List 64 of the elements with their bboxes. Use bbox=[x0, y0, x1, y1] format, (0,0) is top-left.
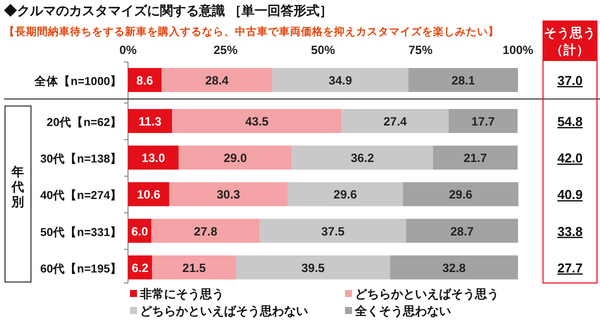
chart-title: ◆クルマのカスタマイズに関する意識 ［単一回答形式］ bbox=[4, 3, 333, 18]
bar bbox=[151, 218, 260, 243]
data-label: 27.8 bbox=[194, 224, 218, 238]
x-tick-label: 100% bbox=[502, 43, 534, 57]
text: そう思う bbox=[544, 26, 596, 40]
text: 27.7 bbox=[557, 260, 583, 276]
data-label: 6.0 bbox=[131, 224, 148, 238]
data-label: 30.3 bbox=[216, 188, 240, 202]
data-label: 21.5 bbox=[182, 260, 206, 275]
y-tick-label: 30代【n=138】 bbox=[40, 152, 122, 166]
x-tick-label: 50% bbox=[310, 43, 336, 57]
text: 年代別 bbox=[10, 165, 24, 209]
bar bbox=[448, 109, 518, 133]
x-tick-label: 25% bbox=[213, 43, 238, 57]
y-tick-label: 20代【n=62】 bbox=[46, 115, 122, 129]
data-label: 11.3 bbox=[138, 114, 162, 128]
data-label: 29.6 bbox=[334, 188, 358, 202]
data-label: 32.8 bbox=[442, 260, 466, 275]
bar bbox=[288, 182, 403, 206]
bar bbox=[390, 255, 518, 280]
data-label: 34.9 bbox=[328, 74, 352, 88]
bar bbox=[432, 146, 518, 170]
y-tick-label: 全体【n=1000】 bbox=[34, 74, 122, 88]
data-label: 36.2 bbox=[350, 151, 374, 166]
y-tick-label: 40代【n=274】 bbox=[40, 188, 122, 202]
bar bbox=[128, 146, 179, 170]
data-label: 21.7 bbox=[464, 151, 488, 166]
x-tick-label: 0% bbox=[119, 43, 137, 57]
bar bbox=[292, 146, 433, 170]
data-label: 29.0 bbox=[224, 151, 248, 166]
bar bbox=[169, 182, 288, 206]
text: 40.9 bbox=[557, 187, 583, 202]
data-label: 6.2 bbox=[132, 260, 149, 275]
data-label: 28.4 bbox=[205, 74, 229, 88]
bar bbox=[406, 218, 518, 243]
y-tick-label: 50代【n=331】 bbox=[40, 224, 122, 239]
bar bbox=[128, 182, 170, 206]
data-label: 13.0 bbox=[142, 151, 166, 166]
bar bbox=[260, 218, 406, 243]
chart-subtitle: 【長期間納車待ちをする新車を購入するなら、中古車で車両価格を抑えカスタマイズを楽しみたい】 bbox=[4, 25, 499, 38]
data-label: 37.5 bbox=[321, 224, 345, 238]
data-label: 28.1 bbox=[452, 74, 476, 88]
bar bbox=[342, 109, 449, 133]
text: （計） bbox=[550, 42, 590, 57]
y-tick-label: 60代【n=195】 bbox=[40, 261, 122, 276]
data-label: 27.4 bbox=[383, 114, 408, 128]
data-label: 39.5 bbox=[301, 260, 326, 275]
data-label: 43.5 bbox=[245, 114, 269, 128]
data-label: 28.7 bbox=[450, 224, 474, 238]
data-label: 10.6 bbox=[136, 188, 161, 202]
text: 54.8 bbox=[557, 114, 583, 129]
data-label: 29.6 bbox=[448, 188, 473, 202]
x-tick-label: 75% bbox=[408, 43, 433, 57]
text: 33.8 bbox=[557, 224, 583, 239]
data-label: 8.6 bbox=[136, 74, 154, 88]
bar bbox=[402, 182, 518, 206]
text: 37.0 bbox=[557, 73, 583, 88]
bar bbox=[152, 255, 236, 280]
data-label: 17.7 bbox=[471, 114, 496, 128]
bar bbox=[178, 146, 292, 170]
bar bbox=[236, 255, 390, 280]
bar bbox=[128, 109, 172, 133]
text: 42.0 bbox=[557, 150, 583, 166]
bar bbox=[172, 109, 342, 133]
